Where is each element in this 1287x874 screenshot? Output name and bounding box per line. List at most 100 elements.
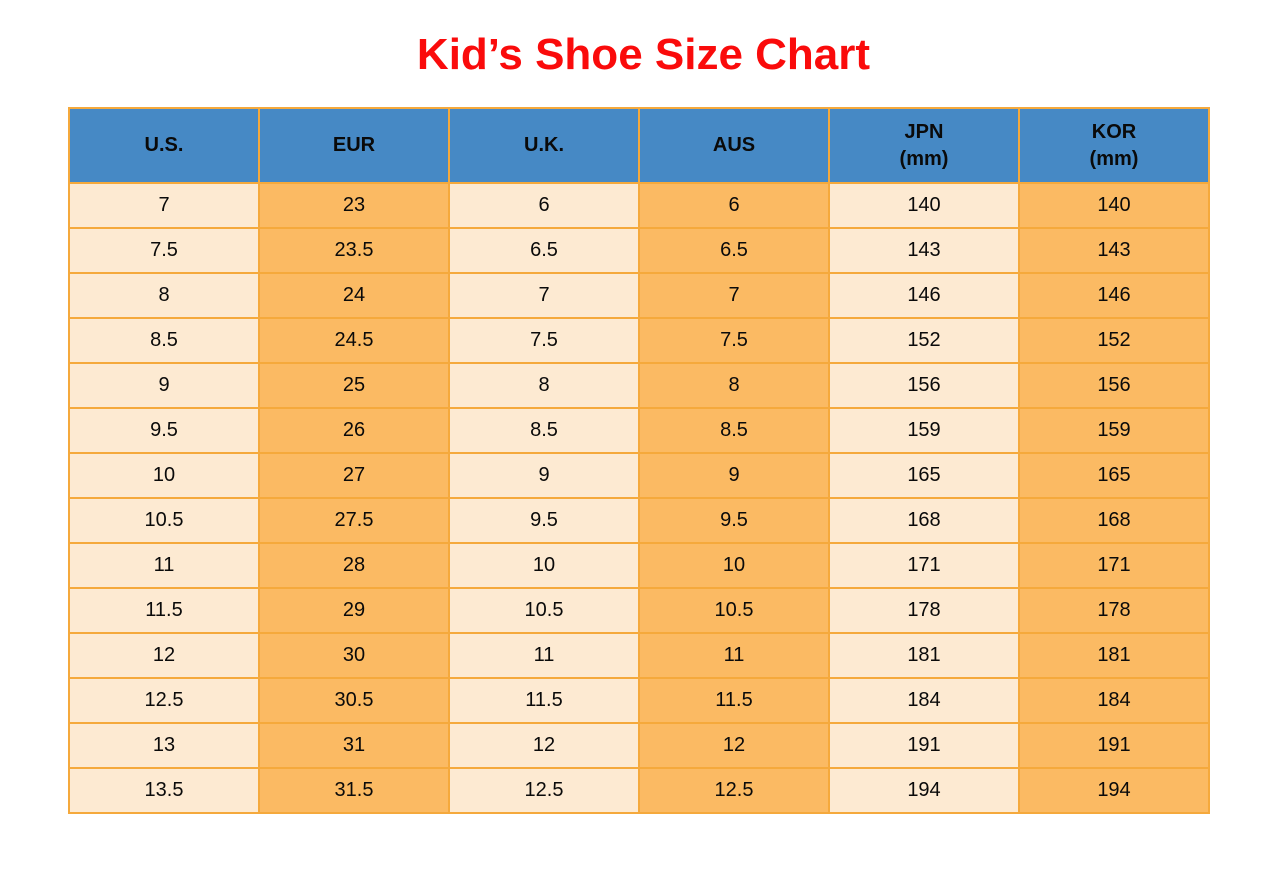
- table-cell: 24.5: [258, 317, 450, 364]
- table-cell: 178: [1018, 587, 1210, 634]
- table-cell: 140: [1018, 182, 1210, 229]
- table-cell: 12: [638, 722, 830, 769]
- table-cell: 9.5: [68, 407, 260, 454]
- table-row: 10 27 9 9 165 165: [68, 452, 1210, 499]
- table-cell: 7.5: [448, 317, 640, 364]
- table-cell: 8.5: [68, 317, 260, 364]
- table-row: 12.5 30.5 11.5 11.5 184 184: [68, 677, 1210, 724]
- table-cell: 11.5: [448, 677, 640, 724]
- table-cell: 165: [1018, 452, 1210, 499]
- table-row: 8 24 7 7 146 146: [68, 272, 1210, 319]
- table-cell: 159: [828, 407, 1020, 454]
- table-cell: 11: [448, 632, 640, 679]
- table-cell: 8: [68, 272, 260, 319]
- table-cell: 194: [828, 767, 1020, 814]
- table-cell: 26: [258, 407, 450, 454]
- table-cell: 9.5: [638, 497, 830, 544]
- table-cell: 152: [828, 317, 1020, 364]
- table-cell: 7.5: [68, 227, 260, 274]
- table-cell: 7: [638, 272, 830, 319]
- table-row: 11 28 10 10 171 171: [68, 542, 1210, 589]
- table-body: 7 23 6 6 140 140 7.5 23.5 6.5 6.5 143 143 8 24 7 7 146 14…: [68, 182, 1210, 814]
- column-header: AUS: [638, 107, 830, 184]
- table-cell: 12: [68, 632, 260, 679]
- table-cell: 194: [1018, 767, 1210, 814]
- column-header: KOR (mm): [1018, 107, 1210, 184]
- table-row: 13 31 12 12 191 191: [68, 722, 1210, 769]
- page-title: Kid’s Shoe Size Chart: [416, 30, 871, 79]
- table-cell: 7: [68, 182, 260, 229]
- table-row: 7 23 6 6 140 140: [68, 182, 1210, 229]
- table-cell: 6: [448, 182, 640, 229]
- table-cell: 181: [1018, 632, 1210, 679]
- table-cell: 12.5: [68, 677, 260, 724]
- table-row: 8.5 24.5 7.5 7.5 152 152: [68, 317, 1210, 364]
- table-cell: 23.5: [258, 227, 450, 274]
- table-cell: 11.5: [68, 587, 260, 634]
- table-cell: 27: [258, 452, 450, 499]
- table-cell: 10: [448, 542, 640, 589]
- table-cell: 13.5: [68, 767, 260, 814]
- column-header: U.S.: [68, 107, 260, 184]
- table-cell: 12: [448, 722, 640, 769]
- table-cell: 143: [828, 227, 1020, 274]
- table-cell: 156: [1018, 362, 1210, 409]
- table-cell: 10.5: [638, 587, 830, 634]
- table-cell: 146: [1018, 272, 1210, 319]
- table-cell: 6.5: [448, 227, 640, 274]
- table-cell: 8.5: [448, 407, 640, 454]
- table-cell: 178: [828, 587, 1020, 634]
- table-row: 9 25 8 8 156 156: [68, 362, 1210, 409]
- table-cell: 191: [1018, 722, 1210, 769]
- table-cell: 6.5: [638, 227, 830, 274]
- table-cell: 146: [828, 272, 1020, 319]
- table-cell: 31: [258, 722, 450, 769]
- table-cell: 10: [68, 452, 260, 499]
- table-cell: 30.5: [258, 677, 450, 724]
- table-cell: 184: [1018, 677, 1210, 724]
- table-cell: 6: [638, 182, 830, 229]
- table-header: U.S. EUR U.K. AUS JPN (mm) KOR (mm): [68, 107, 1210, 184]
- table-cell: 10: [638, 542, 830, 589]
- table-row: 9.5 26 8.5 8.5 159 159: [68, 407, 1210, 454]
- table-cell: 8.5: [638, 407, 830, 454]
- table-cell: 152: [1018, 317, 1210, 364]
- table-cell: 9: [448, 452, 640, 499]
- table-cell: 10.5: [68, 497, 260, 544]
- table-cell: 11: [638, 632, 830, 679]
- table-cell: 28: [258, 542, 450, 589]
- column-header: JPN (mm): [828, 107, 1020, 184]
- table-header-row: U.S. EUR U.K. AUS JPN (mm) KOR (mm): [68, 107, 1210, 184]
- table-cell: 165: [828, 452, 1020, 499]
- table-cell: 11.5: [638, 677, 830, 724]
- table-cell: 159: [1018, 407, 1210, 454]
- table-cell: 191: [828, 722, 1020, 769]
- table-cell: 30: [258, 632, 450, 679]
- table-cell: 8: [638, 362, 830, 409]
- table-cell: 8: [448, 362, 640, 409]
- table-cell: 168: [828, 497, 1020, 544]
- table-cell: 12.5: [638, 767, 830, 814]
- column-header: EUR: [258, 107, 450, 184]
- table-cell: 9.5: [448, 497, 640, 544]
- table-row: 10.5 27.5 9.5 9.5 168 168: [68, 497, 1210, 544]
- table-cell: 10.5: [448, 587, 640, 634]
- table-cell: 184: [828, 677, 1020, 724]
- table-cell: 31.5: [258, 767, 450, 814]
- table-row: 7.5 23.5 6.5 6.5 143 143: [68, 227, 1210, 274]
- table-cell: 12.5: [448, 767, 640, 814]
- table-row: 13.5 31.5 12.5 12.5 194 194: [68, 767, 1210, 814]
- table-cell: 25: [258, 362, 450, 409]
- table-row: 11.5 29 10.5 10.5 178 178: [68, 587, 1210, 634]
- table-row: 12 30 11 11 181 181: [68, 632, 1210, 679]
- table-cell: 171: [1018, 542, 1210, 589]
- table-cell: 23: [258, 182, 450, 229]
- column-header: U.K.: [448, 107, 640, 184]
- table-cell: 168: [1018, 497, 1210, 544]
- table-cell: 156: [828, 362, 1020, 409]
- table-cell: 29: [258, 587, 450, 634]
- table-cell: 7.5: [638, 317, 830, 364]
- table-cell: 181: [828, 632, 1020, 679]
- table-cell: 140: [828, 182, 1020, 229]
